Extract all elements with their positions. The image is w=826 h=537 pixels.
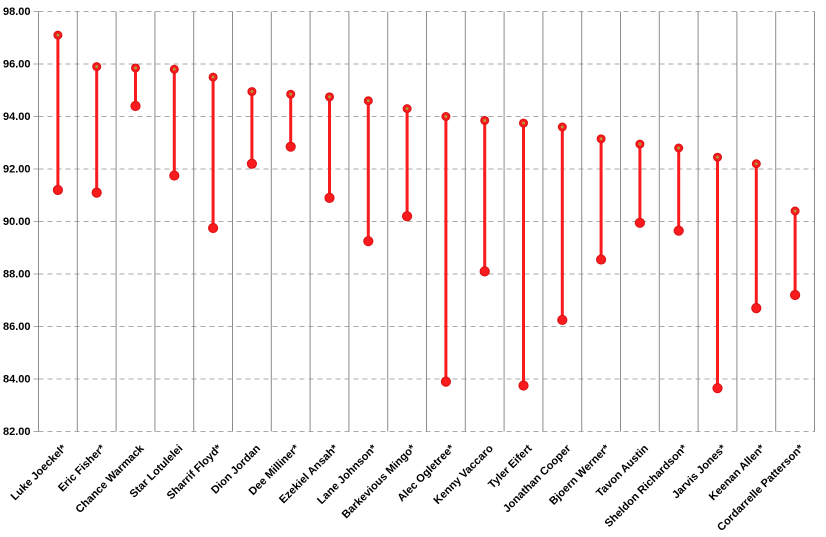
x-axis-category-labels: Luke Joeckel*Eric Fisher*Chance WarmackS… — [9, 442, 807, 534]
high-marker-center — [638, 142, 642, 146]
dumbbell — [324, 92, 335, 203]
dumbbells-layer — [52, 30, 801, 394]
high-marker-center — [250, 90, 254, 93]
high-marker-center — [134, 66, 137, 70]
low-marker — [634, 217, 646, 228]
low-marker — [169, 170, 180, 181]
dumbbell — [285, 89, 296, 152]
dumbbell — [751, 159, 762, 314]
dumbbell — [130, 63, 141, 112]
high-marker-center — [483, 119, 487, 122]
low-marker — [751, 303, 762, 314]
low-marker — [712, 383, 723, 394]
low-marker — [208, 222, 219, 234]
high-marker-center — [754, 162, 758, 166]
h-gridlines-layer — [33, 11, 815, 432]
dumbbell — [246, 87, 257, 169]
high-marker-center — [366, 99, 370, 103]
dumbbell — [479, 115, 490, 277]
dumbbell — [363, 96, 374, 247]
dumbbell — [518, 118, 529, 391]
dumbbell — [673, 143, 684, 236]
dumbbell — [596, 134, 607, 265]
high-marker-center — [716, 155, 719, 159]
dumbbell — [790, 206, 801, 301]
v-gridlines-layer — [38, 11, 815, 432]
high-marker-center — [522, 121, 525, 125]
category-label: Jonathan Cooper — [501, 442, 574, 515]
low-marker — [440, 376, 451, 387]
low-marker — [285, 141, 296, 152]
category-label: Chance Warmack — [74, 442, 148, 516]
y-tick-label: 86.00 — [3, 321, 31, 333]
high-marker-center — [793, 209, 797, 213]
high-marker-center — [444, 115, 448, 118]
high-marker-center — [56, 33, 60, 37]
dumbbell — [440, 112, 451, 387]
high-marker-center — [289, 92, 293, 96]
dumbbell — [712, 152, 723, 394]
low-marker — [673, 225, 684, 236]
dumbbell — [208, 72, 219, 234]
dumbbell — [52, 30, 64, 196]
y-tick-label: 82.00 — [3, 426, 31, 438]
low-marker — [518, 380, 529, 391]
low-marker — [363, 236, 374, 247]
low-marker — [557, 314, 568, 326]
high-marker-center — [95, 65, 99, 69]
y-tick-label: 96.00 — [3, 59, 31, 71]
low-marker — [596, 254, 607, 265]
y-tick-label: 88.00 — [3, 269, 31, 281]
high-marker-center — [405, 107, 409, 111]
y-tick-label: 94.00 — [3, 111, 31, 123]
high-marker-center — [677, 146, 681, 150]
low-marker — [402, 211, 413, 222]
high-marker-center — [172, 67, 176, 71]
dumbbell — [402, 104, 413, 222]
dumbbell — [91, 62, 102, 198]
low-marker — [324, 192, 335, 203]
dumbbell — [634, 139, 646, 228]
y-tick-label: 98.00 — [3, 6, 31, 18]
y-tick-label: 84.00 — [3, 374, 31, 386]
low-marker — [91, 187, 102, 198]
high-marker-center — [560, 125, 564, 129]
high-marker-center — [599, 137, 603, 141]
y-tick-label: 90.00 — [3, 216, 31, 228]
low-marker — [52, 184, 64, 196]
high-marker-center — [211, 75, 215, 79]
dumbbell — [169, 64, 180, 181]
dumbbell — [557, 122, 568, 326]
y-tick-label: 92.00 — [3, 164, 31, 176]
low-marker — [130, 100, 141, 112]
category-label: Barkevious Mingo* — [340, 442, 419, 521]
low-marker — [246, 158, 257, 169]
low-marker — [479, 266, 490, 277]
high-marker-center — [328, 95, 331, 99]
category-label: Luke Joeckel* — [9, 442, 70, 503]
y-axis-tick-labels: 98.00 96.00 94.00 92.00 90.00 88.00 86.00 84.00… — [3, 6, 31, 438]
low-marker — [790, 289, 801, 301]
